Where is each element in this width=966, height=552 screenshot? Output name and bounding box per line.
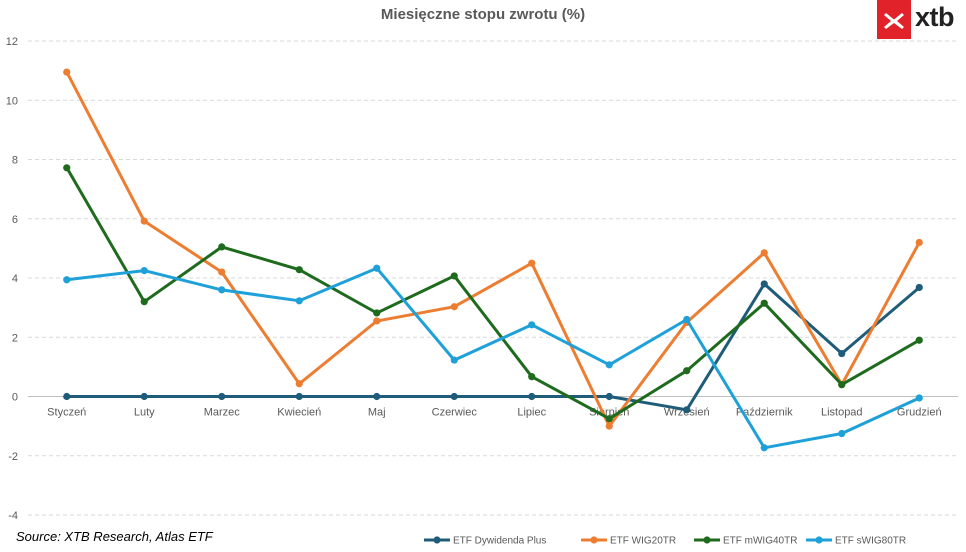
x-tick-label: Maj <box>368 407 386 419</box>
x-tick-label: Grudzień <box>897 407 942 419</box>
data-point <box>373 317 381 325</box>
y-axis-ticks: -4 -2 0 2 4 6 8 10 12 <box>6 36 18 522</box>
data-point <box>373 309 381 317</box>
legend-label: ETF Dywidenda Plus <box>453 536 546 547</box>
data-point <box>838 381 846 389</box>
data-point <box>295 297 303 305</box>
y-tick-label: 2 <box>12 332 18 344</box>
series-line <box>65 166 921 421</box>
y-tick-label: -4 <box>8 510 18 522</box>
data-point <box>683 367 691 375</box>
logo-text: xtb <box>915 2 955 32</box>
data-point <box>295 380 303 388</box>
legend: ETF Dywidenda Plus ETF WIG20TR ETF mWIG40T… <box>424 536 906 547</box>
data-point <box>373 264 381 272</box>
data-point <box>450 272 458 280</box>
legend-item: ETF Dywidenda Plus <box>424 536 546 547</box>
data-point <box>140 217 148 225</box>
data-point <box>838 349 846 358</box>
y-tick-label: 10 <box>6 95 18 107</box>
y-tick-label: 12 <box>6 36 18 48</box>
legend-label: ETF mWIG40TR <box>723 536 797 547</box>
data-point <box>605 392 613 401</box>
x-tick-label: Lipiec <box>517 407 546 419</box>
series-3 <box>63 164 923 423</box>
data-point <box>605 415 613 423</box>
chart-title: Miesięczne stopu zwrotu (%) <box>380 6 586 23</box>
y-tick-label: 8 <box>12 155 18 167</box>
legend-item: ETF WIG20TR <box>581 536 676 547</box>
data-point <box>373 392 381 401</box>
legend-marker <box>433 536 441 544</box>
data-point <box>528 259 536 267</box>
data-point <box>528 392 536 401</box>
data-point <box>295 266 303 274</box>
legend-marker <box>703 536 711 544</box>
x-tick-label: Czerwiec <box>432 407 478 419</box>
data-point <box>450 392 458 401</box>
legend-item: ETF mWIG40TR <box>694 536 797 547</box>
y-tick-label: 0 <box>12 392 18 404</box>
series-lines <box>63 68 923 452</box>
series-line <box>65 282 921 412</box>
data-point <box>915 394 923 402</box>
x-tick-label: Kwiecień <box>277 407 321 419</box>
x-axis-ticks: Styczeń Luty Marzec Kwiecień Maj Czerwiec Lipi… <box>47 407 941 419</box>
data-point <box>760 444 768 452</box>
data-point <box>838 429 846 438</box>
series-1 <box>63 280 923 414</box>
data-point <box>218 286 226 294</box>
data-point <box>915 336 923 344</box>
data-point <box>528 321 536 329</box>
data-point <box>140 298 148 306</box>
series-4 <box>63 264 923 452</box>
data-point <box>915 238 923 247</box>
data-point <box>605 422 613 430</box>
data-point <box>140 266 148 275</box>
legend-marker <box>590 536 598 544</box>
logo-mark-icon <box>877 0 911 39</box>
data-point <box>295 392 303 401</box>
data-point <box>450 356 458 364</box>
y-tick-label: -2 <box>8 451 18 463</box>
x-tick-label: Marzec <box>204 407 241 419</box>
legend-label: ETF WIG20TR <box>610 536 676 547</box>
x-tick-label: Październik <box>736 407 793 419</box>
legend-marker <box>815 536 823 544</box>
gridlines <box>28 40 958 516</box>
data-point <box>760 280 768 288</box>
data-point <box>760 249 768 257</box>
data-point <box>760 299 768 307</box>
data-point <box>140 392 148 401</box>
y-tick-label: 6 <box>12 214 18 226</box>
data-point <box>218 243 226 251</box>
data-point <box>683 406 691 414</box>
x-tick-label: Listopad <box>821 407 863 419</box>
data-point <box>528 373 536 381</box>
data-point <box>63 68 71 76</box>
y-tick-label: 4 <box>12 273 18 285</box>
data-point <box>683 315 691 324</box>
data-point <box>915 283 923 292</box>
data-point <box>63 164 71 172</box>
data-point <box>218 392 226 401</box>
x-tick-label: Luty <box>134 407 155 419</box>
legend-label: ETF sWIG80TR <box>835 536 906 547</box>
series-2 <box>63 68 923 430</box>
x-tick-label: Sierpień <box>589 407 629 419</box>
data-point <box>450 303 458 311</box>
data-point <box>63 276 71 284</box>
source-note: Source: XTB Research, Atlas ETF <box>16 529 213 544</box>
xtb-logo: xtb <box>877 0 965 39</box>
data-point <box>63 392 71 401</box>
series-line <box>65 266 921 450</box>
data-point <box>605 361 613 369</box>
legend-item: ETF sWIG80TR <box>806 536 906 547</box>
x-tick-label: Styczeń <box>47 407 86 419</box>
series-line <box>65 70 921 428</box>
data-point <box>218 268 226 276</box>
